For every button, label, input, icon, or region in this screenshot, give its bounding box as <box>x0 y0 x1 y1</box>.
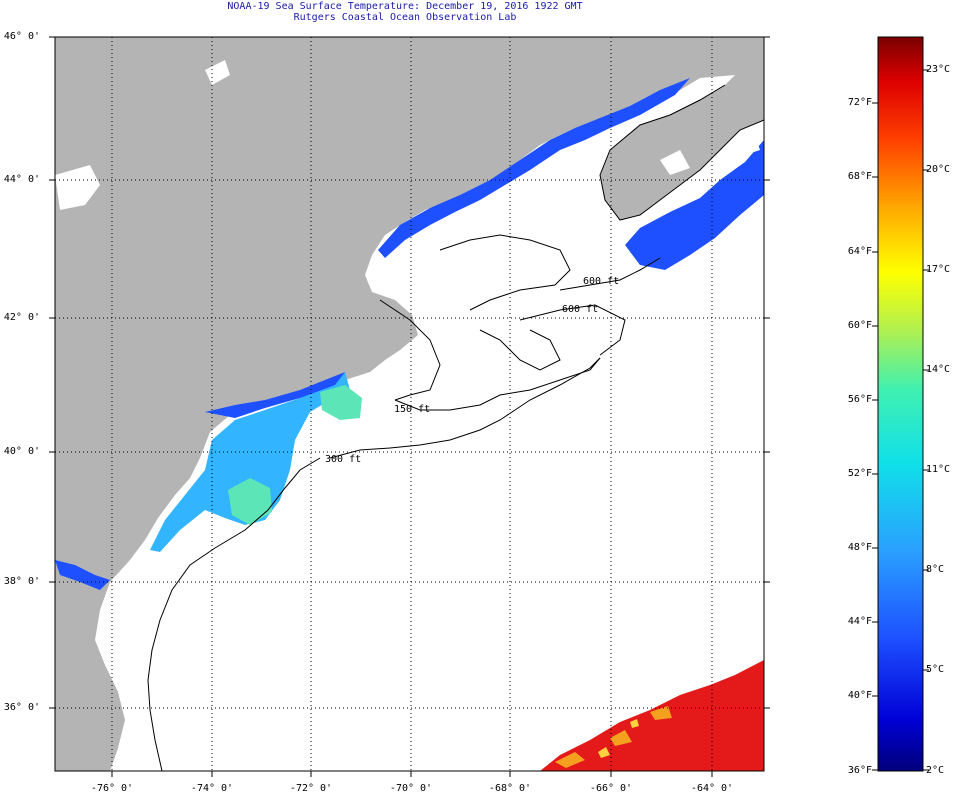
contour-label-150ft: 150 ft <box>394 404 430 415</box>
lat-label-44: 44° 0' <box>3 174 40 185</box>
lat-label-40: 40° 0' <box>3 446 40 457</box>
lon-label-70: -70° 0' <box>389 783 433 794</box>
colorbar-label-44f: 44°F <box>847 616 872 627</box>
colorbar-label-64f: 64°F <box>847 246 872 257</box>
cold-water-gulf-of-maine <box>378 78 690 258</box>
colorbar-label-14c: 14°C <box>926 364 951 375</box>
cold-water-chesapeake <box>55 560 110 590</box>
lat-label-38: 38° 0' <box>3 576 40 587</box>
title-line-2: Rutgers Coastal Ocean Observation Lab <box>293 12 517 23</box>
shelf-water-green-patch <box>228 385 362 525</box>
colorbar-label-23c: 23°C <box>926 64 951 75</box>
shelf-water-mid-atlantic <box>150 372 350 552</box>
lat-label-36: 36° 0' <box>3 702 40 713</box>
colorbar-ticks <box>872 69 929 771</box>
colorbar-label-5c: 5°C <box>926 664 945 675</box>
colorbar-label-2c: 2°C <box>926 765 945 776</box>
colorbar-label-17c: 17°C <box>926 264 951 275</box>
cold-water-scotian-shelf <box>625 140 764 270</box>
lon-label-66: -66° 0' <box>589 783 633 794</box>
lon-label-72: -72° 0' <box>289 783 333 794</box>
depth-contour-lines <box>147 234 661 771</box>
gulf-stream-warm-patch <box>540 660 764 771</box>
lon-label-64: -64° 0' <box>690 783 734 794</box>
colorbar-label-48f: 48°F <box>847 542 872 553</box>
colorbar-label-52f: 52°F <box>847 468 872 479</box>
tick-marks <box>49 36 770 777</box>
warm-patch-highlights <box>555 706 672 768</box>
land-nova-scotia-outline <box>599 84 764 221</box>
colorbar-label-40f: 40°F <box>847 690 872 701</box>
colorbar-label-11c: 11°C <box>926 464 951 475</box>
lat-label-46: 46° 0' <box>3 31 40 42</box>
title-line-1: NOAA-19 Sea Surface Temperature: Decembe… <box>227 1 583 12</box>
contour-label-300ft: 300 ft <box>325 454 361 465</box>
lon-label-76: -76° 0' <box>90 783 134 794</box>
colorbar-label-72f: 72°F <box>847 97 872 108</box>
lon-label-68: -68° 0' <box>488 783 532 794</box>
land-north-america <box>55 37 764 771</box>
colorbar-label-56f: 56°F <box>847 394 872 405</box>
lon-label-74: -74° 0' <box>190 783 234 794</box>
cold-water-long-island <box>205 372 345 418</box>
colorbar-label-20c: 20°C <box>926 164 951 175</box>
contour-label-600ft-b: 600 ft <box>562 304 598 315</box>
colorbar-label-60f: 60°F <box>847 320 872 331</box>
contour-label-600ft-a: 600 ft <box>583 276 619 287</box>
map-frame <box>54 36 765 772</box>
colorbar <box>877 36 924 772</box>
colorbar-label-36f: 36°F <box>847 765 872 776</box>
lat-label-42: 42° 0' <box>3 312 40 323</box>
colorbar-label-8c: 8°C <box>926 564 945 575</box>
colorbar-label-68f: 68°F <box>847 171 872 182</box>
warm-patch-yellow <box>598 719 639 758</box>
